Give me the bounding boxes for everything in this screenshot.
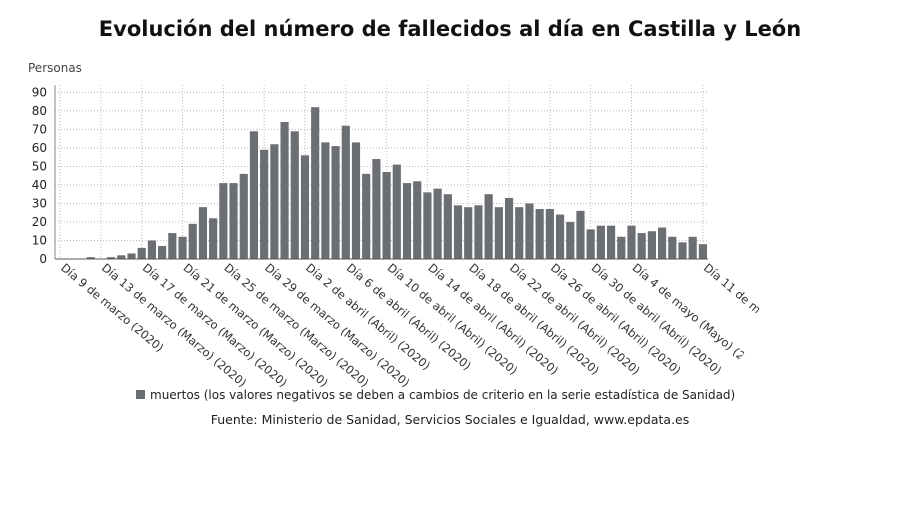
bar [321,142,330,259]
bar [137,247,146,259]
bar [229,183,238,259]
bar [158,246,167,259]
bar [209,218,218,259]
bar [658,227,667,259]
bar [647,231,656,259]
bar [372,159,381,259]
legend-label: muertos (los valores negativos se deben … [150,388,735,402]
bar [341,125,350,259]
bar [239,173,248,259]
bar [198,207,208,259]
bar [688,236,697,259]
y-tick-label: 20 [32,215,47,229]
bar [413,181,422,259]
bar [566,221,575,259]
bar [443,194,452,259]
bar [545,209,554,259]
bar [627,225,636,259]
bar [147,240,157,259]
bar [515,207,524,259]
bar [586,229,595,259]
y-axis-label: Personas [28,61,82,75]
bar [107,257,116,259]
bar [474,205,483,259]
bar [86,257,95,259]
bar [290,131,299,259]
bar [280,122,289,260]
bar [260,149,269,259]
bar [433,188,442,259]
y-tick-label: 80 [32,104,47,118]
bar [555,214,565,259]
bar [331,146,340,259]
bar [698,244,707,259]
bar [300,155,310,259]
bar [494,207,503,259]
y-tick-label: 10 [32,233,47,247]
bar [453,205,463,259]
bar [596,225,605,259]
bar [219,183,228,259]
legend-swatch [136,390,145,399]
bar [362,173,371,259]
y-tick-label: 50 [32,159,47,173]
bar [484,194,493,259]
bar [117,255,126,259]
y-tick-label: 60 [32,141,47,155]
y-tick-label: 70 [32,122,47,136]
bar [576,210,585,259]
bar [178,236,187,259]
bar [249,131,259,259]
bar [351,142,361,259]
bar [423,192,432,259]
bar [188,223,197,259]
bar [535,209,544,259]
y-tick-label: 40 [32,178,47,192]
bar [392,164,401,259]
bar [637,233,646,259]
bar [168,233,177,259]
y-tick-label: 90 [32,85,47,99]
y-tick-label: 0 [39,252,47,266]
y-tick-label: 30 [32,196,47,210]
bar [606,225,616,259]
bar [311,107,320,259]
bar [525,203,534,259]
chart-title: Evolución del número de fallecidos al dí… [99,17,801,41]
source: Fuente: Ministerio de Sanidad, Servicios… [211,412,690,427]
bar [668,236,677,259]
bar [382,172,391,259]
bar [270,144,279,259]
bar [504,197,514,259]
bar [464,207,473,259]
bar [678,242,687,259]
bar [402,183,412,259]
bar [127,253,136,259]
bar [617,236,626,259]
